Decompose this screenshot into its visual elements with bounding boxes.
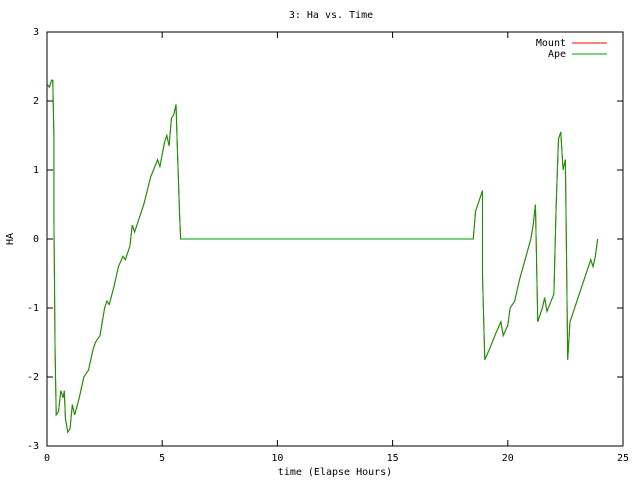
y-tick-label: -3	[27, 441, 39, 452]
series-line	[46, 79, 599, 434]
y-tick-label: 2	[33, 96, 39, 107]
y-axis-label: HA	[5, 233, 16, 245]
x-tick-label: 5	[159, 453, 165, 464]
y-tick-label: 3	[33, 27, 39, 38]
x-tick-label: 15	[387, 453, 399, 464]
x-axis-label: time (Elapse Hours)	[278, 467, 392, 478]
chart-title: 3: Ha vs. Time	[289, 10, 373, 21]
x-tick-label: 25	[617, 453, 629, 464]
y-tick-label: -1	[27, 303, 39, 314]
y-tick-label: -2	[27, 372, 39, 383]
x-tick-label: 0	[44, 453, 50, 464]
y-tick-label: 1	[33, 165, 39, 176]
y-tick-label: 0	[33, 234, 39, 245]
legend-label: Ape	[548, 49, 566, 60]
x-tick-label: 10	[271, 453, 283, 464]
x-tick-label: 20	[502, 453, 514, 464]
legend-label: Mount	[536, 38, 566, 49]
